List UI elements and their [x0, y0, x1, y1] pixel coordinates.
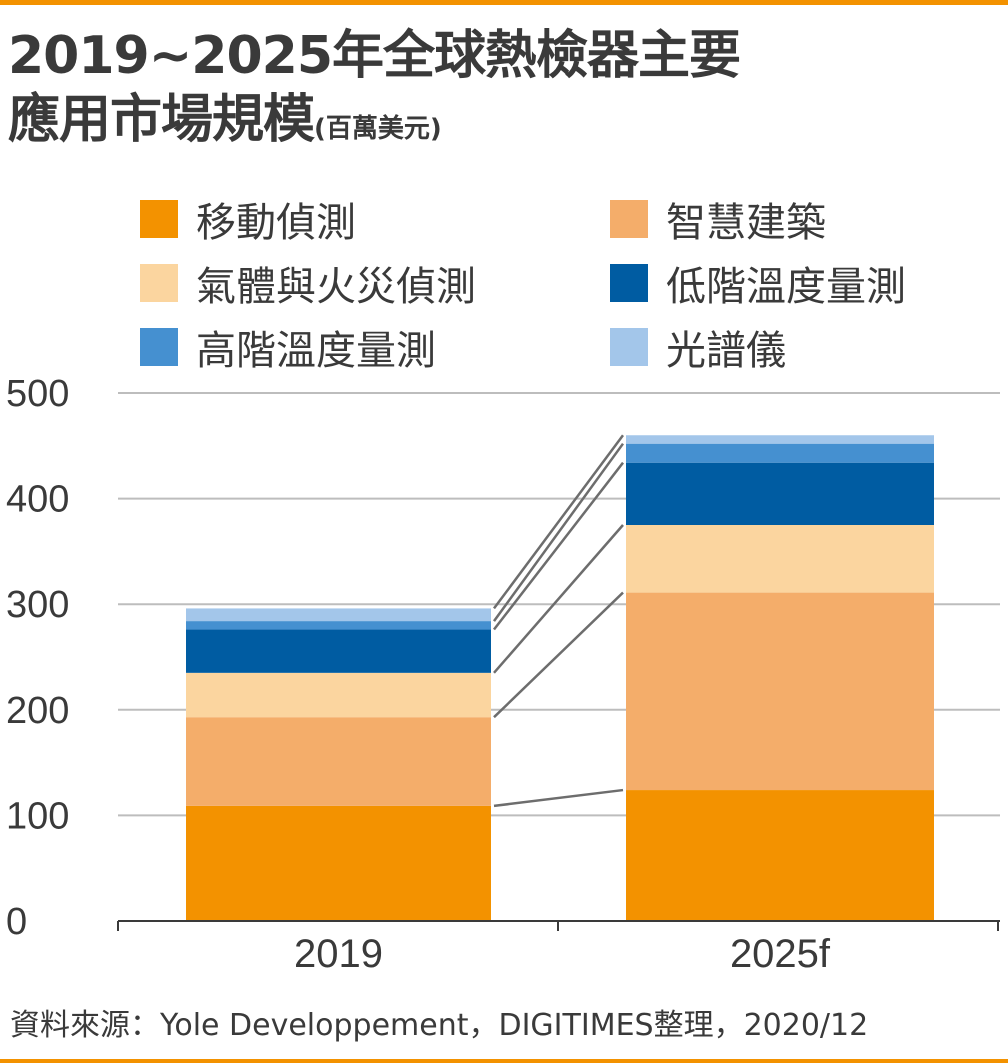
top-border: [0, 0, 1008, 5]
bar-segment: [626, 435, 934, 444]
bar-segment: [186, 608, 491, 622]
bar-segment: [626, 525, 934, 593]
source-note: 資料來源：Yole Developpement，DIGITIMES整理，2020…: [10, 1008, 869, 1043]
bar-segment: [626, 592, 934, 791]
legend-item: 智慧建築: [610, 190, 826, 248]
legend-swatch: [140, 264, 178, 302]
connector-line: [493, 591, 624, 719]
legend-swatch: [140, 200, 178, 238]
bar-segment: [626, 790, 934, 921]
x-tick-label: 2019: [294, 932, 383, 976]
bar-segment: [186, 629, 491, 673]
legend-label: 氣體與火災偵測: [196, 264, 476, 310]
legend-label: 低階溫度量測: [666, 264, 906, 310]
unit-label: (百萬美元): [314, 114, 442, 144]
y-tick-label: 400: [6, 479, 69, 521]
connector-line: [493, 461, 624, 631]
bar-segment: [626, 462, 934, 525]
chart-title: 2019~2025年全球熱檢器主要 應用市場規模(百萬美元): [8, 24, 741, 161]
legend-label: 移動偵測: [196, 200, 356, 246]
y-tick-label: 100: [6, 795, 69, 837]
y-tick-label: 300: [6, 584, 69, 626]
bar-segment: [186, 672, 491, 718]
legend-label: 光譜儀: [666, 328, 786, 374]
title-line-1: 2019~2025年全球熱檢器主要: [8, 26, 741, 86]
connector-line: [492, 442, 625, 622]
bottom-border: [0, 1059, 1008, 1063]
legend-label: 高階溫度量測: [196, 328, 436, 374]
legend-swatch: [610, 328, 648, 366]
legend-swatch: [610, 200, 648, 238]
x-tick-label: 2025f: [730, 932, 831, 976]
stacked-bar-chart: 0 100 200 300 400 500 2019 2025f: [6, 373, 1000, 976]
bar-segment: [186, 717, 491, 806]
connector-line: [493, 788, 624, 808]
connector-line: [493, 524, 624, 674]
legend-label: 智慧建築: [666, 200, 826, 246]
legend-item: 高階溫度量測: [140, 318, 436, 376]
legend-item: 移動偵測: [140, 190, 356, 248]
bar-segment: [186, 805, 491, 921]
legend-swatch: [610, 264, 648, 302]
legend-item: 光譜儀: [610, 318, 786, 376]
legend-swatch: [140, 328, 178, 366]
y-tick-label: 0: [6, 901, 27, 943]
bar-segment: [626, 443, 934, 463]
connector-line: [492, 434, 625, 610]
legend-item: 氣體與火災偵測: [140, 254, 476, 312]
legend-item: 低階溫度量測: [610, 254, 906, 312]
y-tick-label: 200: [6, 690, 69, 732]
y-tick-label: 500: [6, 373, 69, 415]
bar-segment: [186, 621, 491, 630]
title-line-2: 應用市場規模: [8, 90, 315, 150]
